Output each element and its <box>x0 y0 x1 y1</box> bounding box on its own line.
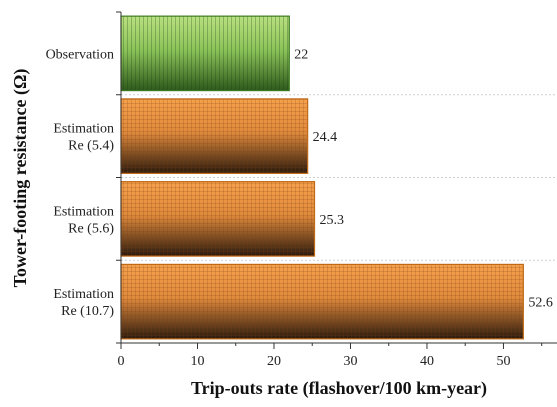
x-tick-label: 30 <box>343 354 357 369</box>
x-tick-label: 0 <box>118 354 125 369</box>
bar-value-label: 52.6 <box>528 296 553 311</box>
y-axis-ticks <box>116 11 121 344</box>
category-label: Estimation Re (5.4) <box>53 122 114 154</box>
category-label-line: Estimation <box>53 287 114 302</box>
category-label-line: Re (5.6) <box>68 221 114 236</box>
bar-hatch <box>120 181 316 257</box>
y-axis-title: Tower-footing resistance (Ω) <box>10 69 31 288</box>
x-axis-ticks: 0 10 20 30 40 50 <box>118 343 543 369</box>
category-label-line: Re (5.4) <box>68 139 114 154</box>
x-tick-label: 40 <box>420 354 434 369</box>
bar <box>120 181 316 257</box>
bar-hatch <box>120 15 290 92</box>
category-label-line: Observation <box>46 47 114 62</box>
category-label-line: Re (10.7) <box>61 304 114 319</box>
x-axis-title: Trip-outs rate (flashover/100 km-year) <box>191 378 487 399</box>
bar-value-label: 24.4 <box>313 130 338 145</box>
bar-value-label: 22 <box>294 47 308 62</box>
category-label-line: Estimation <box>53 204 114 219</box>
bar-hatch <box>120 98 309 174</box>
category-separators <box>121 94 557 261</box>
x-tick-label: 50 <box>496 354 510 369</box>
bar-hatch <box>120 263 524 340</box>
value-labels: 22 24.4 25.3 52.6 <box>294 47 553 310</box>
bar <box>120 98 309 174</box>
bar <box>120 263 524 340</box>
category-labels: Observation Estimation Re (5.4) Estimation R… <box>46 47 115 319</box>
category-label-line: Estimation <box>53 122 114 137</box>
x-tick-label: 10 <box>190 354 204 369</box>
x-tick-label: 20 <box>267 354 281 369</box>
bar-value-label: 25.3 <box>320 213 345 228</box>
bar <box>120 15 290 92</box>
category-label: Observation <box>46 47 114 62</box>
category-label: Estimation Re (10.7) <box>53 287 114 319</box>
category-label: Estimation Re (5.6) <box>53 204 114 236</box>
